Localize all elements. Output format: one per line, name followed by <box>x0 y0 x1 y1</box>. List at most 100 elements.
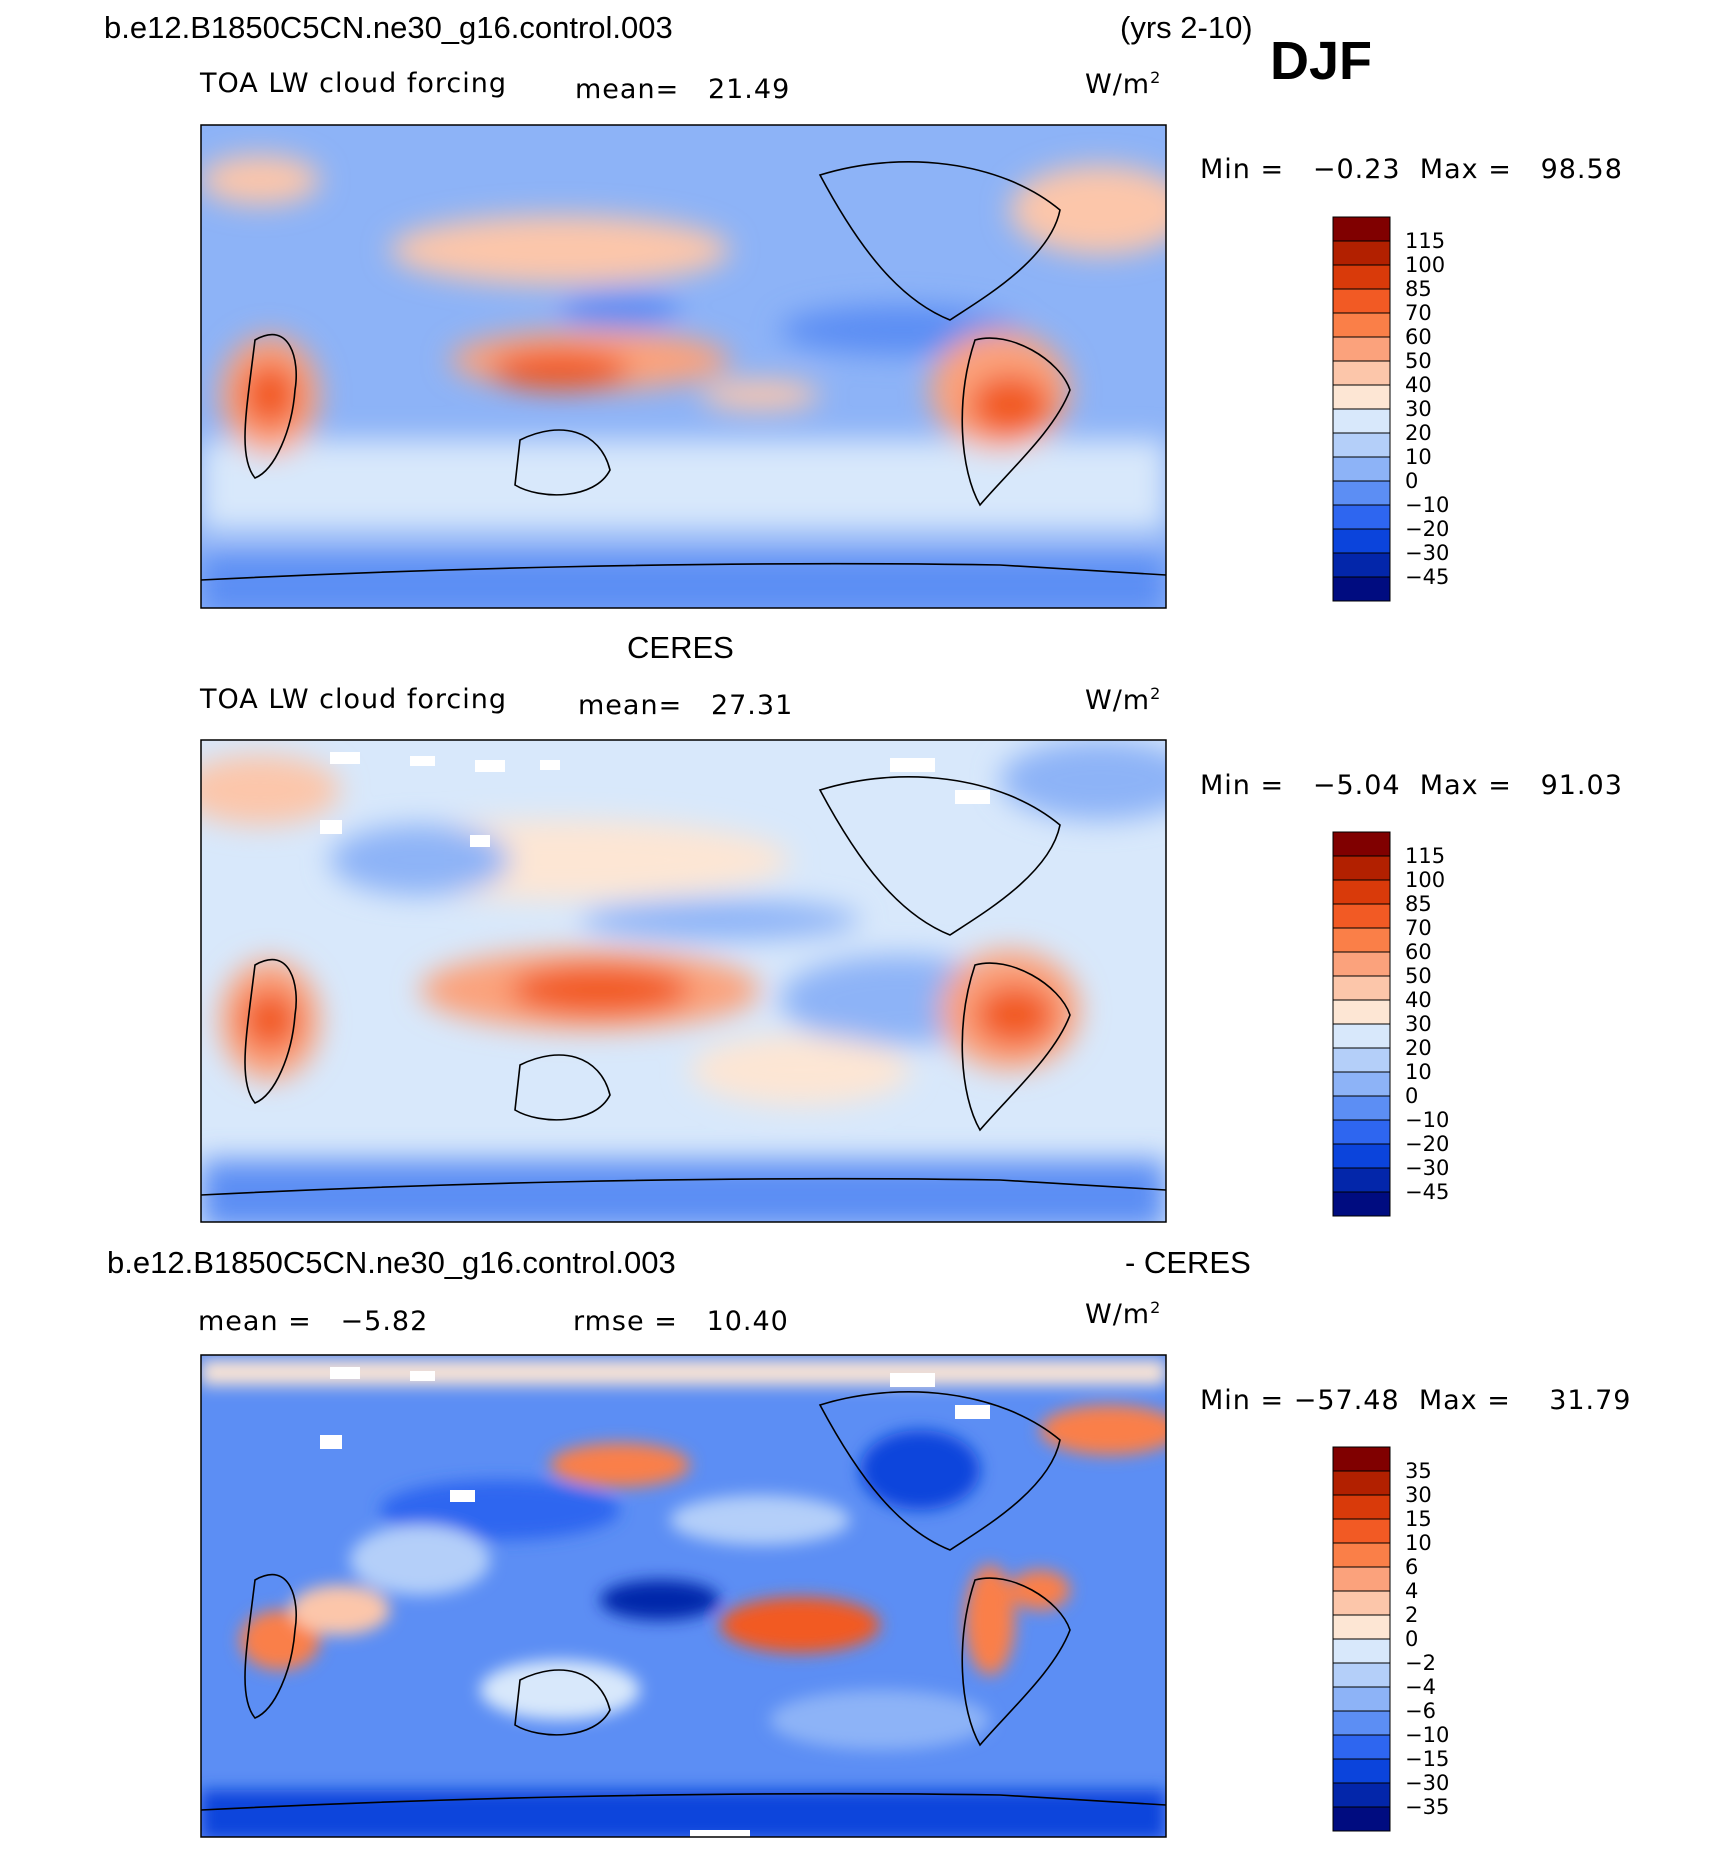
panel3-heading: b.e12.B1850C5CN.ne30_g16.control.003 <box>107 1245 676 1280</box>
colorbar1-swatch <box>1332 576 1391 602</box>
colorbar2-tick-label: −45 <box>1405 1180 1449 1204</box>
colorbar2-swatch <box>1332 1143 1391 1169</box>
colorbar1-swatch <box>1332 480 1391 506</box>
panel3-rmse: rmse = 10.40 <box>573 1306 789 1337</box>
colorbar1-tick-label: 70 <box>1405 301 1432 325</box>
colorbar1-swatch <box>1332 240 1391 266</box>
colorbar3-tick-label: 15 <box>1405 1507 1432 1531</box>
panel3-mean: mean = −5.82 <box>198 1306 429 1337</box>
case-title: b.e12.B1850C5CN.ne30_g16.control.003 <box>104 10 673 45</box>
colorbar3-tick-label: 6 <box>1405 1555 1418 1579</box>
panel2-mean: mean= 27.31 <box>578 690 794 721</box>
colorbar3-swatch <box>1332 1806 1391 1832</box>
colorbar2-swatch <box>1332 999 1391 1025</box>
colorbar2-tick-label: −10 <box>1405 1108 1449 1132</box>
colorbar3-tick-label: 2 <box>1405 1603 1418 1627</box>
panel3-minmax: Min = −57.48 Max = 31.79 <box>1200 1385 1632 1416</box>
colorbar2-tick-label: 30 <box>1405 1012 1432 1036</box>
panel1-mean-label: mean= <box>575 74 680 105</box>
colorbar3-swatch <box>1332 1734 1391 1760</box>
colorbar1-swatch <box>1332 336 1391 362</box>
colorbar1-swatch <box>1332 432 1391 458</box>
colorbar3-swatch <box>1332 1782 1391 1808</box>
colorbar3-swatch <box>1332 1614 1391 1640</box>
colorbar2-swatch <box>1332 855 1391 881</box>
colorbar2-tick-label: 70 <box>1405 916 1432 940</box>
panel1-frame <box>200 124 1167 609</box>
colorbar1-swatch <box>1332 288 1391 314</box>
colorbar3-tick-label: −35 <box>1405 1795 1449 1819</box>
colorbar1-tick-label: 60 <box>1405 325 1432 349</box>
colorbar3-swatch <box>1332 1566 1391 1592</box>
panel2-units: W/m2 <box>1085 684 1162 716</box>
colorbar3-swatch <box>1332 1638 1391 1664</box>
colorbar1-swatch <box>1332 384 1391 410</box>
colorbar3-tick-label: −4 <box>1405 1675 1436 1699</box>
panel1-mean: mean= 21.49 <box>575 74 790 105</box>
colorbar2-swatch <box>1332 927 1391 953</box>
panel3-frame <box>200 1354 1167 1838</box>
panel2-variable: TOA LW cloud forcing <box>200 684 507 715</box>
colorbar3-swatch <box>1332 1494 1391 1520</box>
colorbar2-swatch <box>1332 1191 1391 1217</box>
colorbar3-tick-label: 35 <box>1405 1459 1432 1483</box>
colorbar3-swatch <box>1332 1686 1391 1712</box>
colorbar3-swatch <box>1332 1758 1391 1784</box>
colorbar2-tick-label: 50 <box>1405 964 1432 988</box>
colorbar1-swatch <box>1332 312 1391 338</box>
colorbar3-tick-label: −6 <box>1405 1699 1436 1723</box>
colorbar2-swatch <box>1332 951 1391 977</box>
colorbar3-tick-label: −2 <box>1405 1651 1436 1675</box>
colorbar3-swatch <box>1332 1710 1391 1736</box>
colorbar1-swatch <box>1332 504 1391 530</box>
colorbar1-tick-label: −45 <box>1405 565 1449 589</box>
colorbar2-swatch <box>1332 1167 1391 1193</box>
colorbar1-tick-label: 10 <box>1405 445 1432 469</box>
colorbar3-swatch <box>1332 1542 1391 1568</box>
colorbar2-tick-label: 10 <box>1405 1060 1432 1084</box>
colorbar2-swatch <box>1332 903 1391 929</box>
colorbar2-tick-label: −30 <box>1405 1156 1449 1180</box>
colorbar3-swatch <box>1332 1590 1391 1616</box>
colorbar2-swatch <box>1332 1119 1391 1145</box>
colorbar2-swatch <box>1332 1095 1391 1121</box>
colorbar2-tick-label: 115 <box>1405 844 1445 868</box>
colorbar3-tick-label: −15 <box>1405 1747 1449 1771</box>
colorbar1-tick-label: −20 <box>1405 517 1449 541</box>
colorbar1-tick-label: 20 <box>1405 421 1432 445</box>
colorbar3-swatch <box>1332 1446 1391 1472</box>
panel1-mean-value: 21.49 <box>707 74 791 105</box>
colorbar1-swatch <box>1332 216 1391 242</box>
panel3-heading-right: - CERES <box>1125 1245 1251 1280</box>
colorbar2-tick-label: 40 <box>1405 988 1432 1012</box>
colorbar1-swatch <box>1332 456 1391 482</box>
panel1-minmax: Min = −0.23 Max = 98.58 <box>1200 154 1623 185</box>
panel2-heading: CERES <box>627 630 734 665</box>
colorbar1-tick-label: 30 <box>1405 397 1432 421</box>
panel2-minmax: Min = −5.04 Max = 91.03 <box>1200 770 1623 801</box>
colorbar3-tick-label: −30 <box>1405 1771 1449 1795</box>
colorbar1-tick-label: 85 <box>1405 277 1432 301</box>
colorbars: 11510085706050403020100−10−20−30−4511510… <box>1332 216 1449 1832</box>
colorbar1-tick-label: 50 <box>1405 349 1432 373</box>
colorbar2-tick-label: 85 <box>1405 892 1432 916</box>
colorbar3-swatch <box>1332 1470 1391 1496</box>
colorbar3-tick-label: −10 <box>1405 1723 1449 1747</box>
colorbar1-swatch <box>1332 360 1391 386</box>
colorbar1-tick-label: 0 <box>1405 469 1418 493</box>
colorbar3-tick-label: 10 <box>1405 1531 1432 1555</box>
colorbar1-tick-label: 40 <box>1405 373 1432 397</box>
colorbar1-swatch <box>1332 552 1391 578</box>
colorbar1-tick-label: −10 <box>1405 493 1449 517</box>
season-label: DJF <box>1270 31 1373 91</box>
panel1-variable: TOA LW cloud forcing <box>200 68 507 99</box>
colorbar2-swatch <box>1332 831 1391 857</box>
colorbar2-tick-label: −20 <box>1405 1132 1449 1156</box>
colorbar1-swatch <box>1332 528 1391 554</box>
colorbar1-swatch <box>1332 264 1391 290</box>
colorbar2-tick-label: 100 <box>1405 868 1445 892</box>
colorbar3-swatch <box>1332 1662 1391 1688</box>
panel1-map <box>201 125 1166 608</box>
colorbar3-tick-label: 30 <box>1405 1483 1432 1507</box>
